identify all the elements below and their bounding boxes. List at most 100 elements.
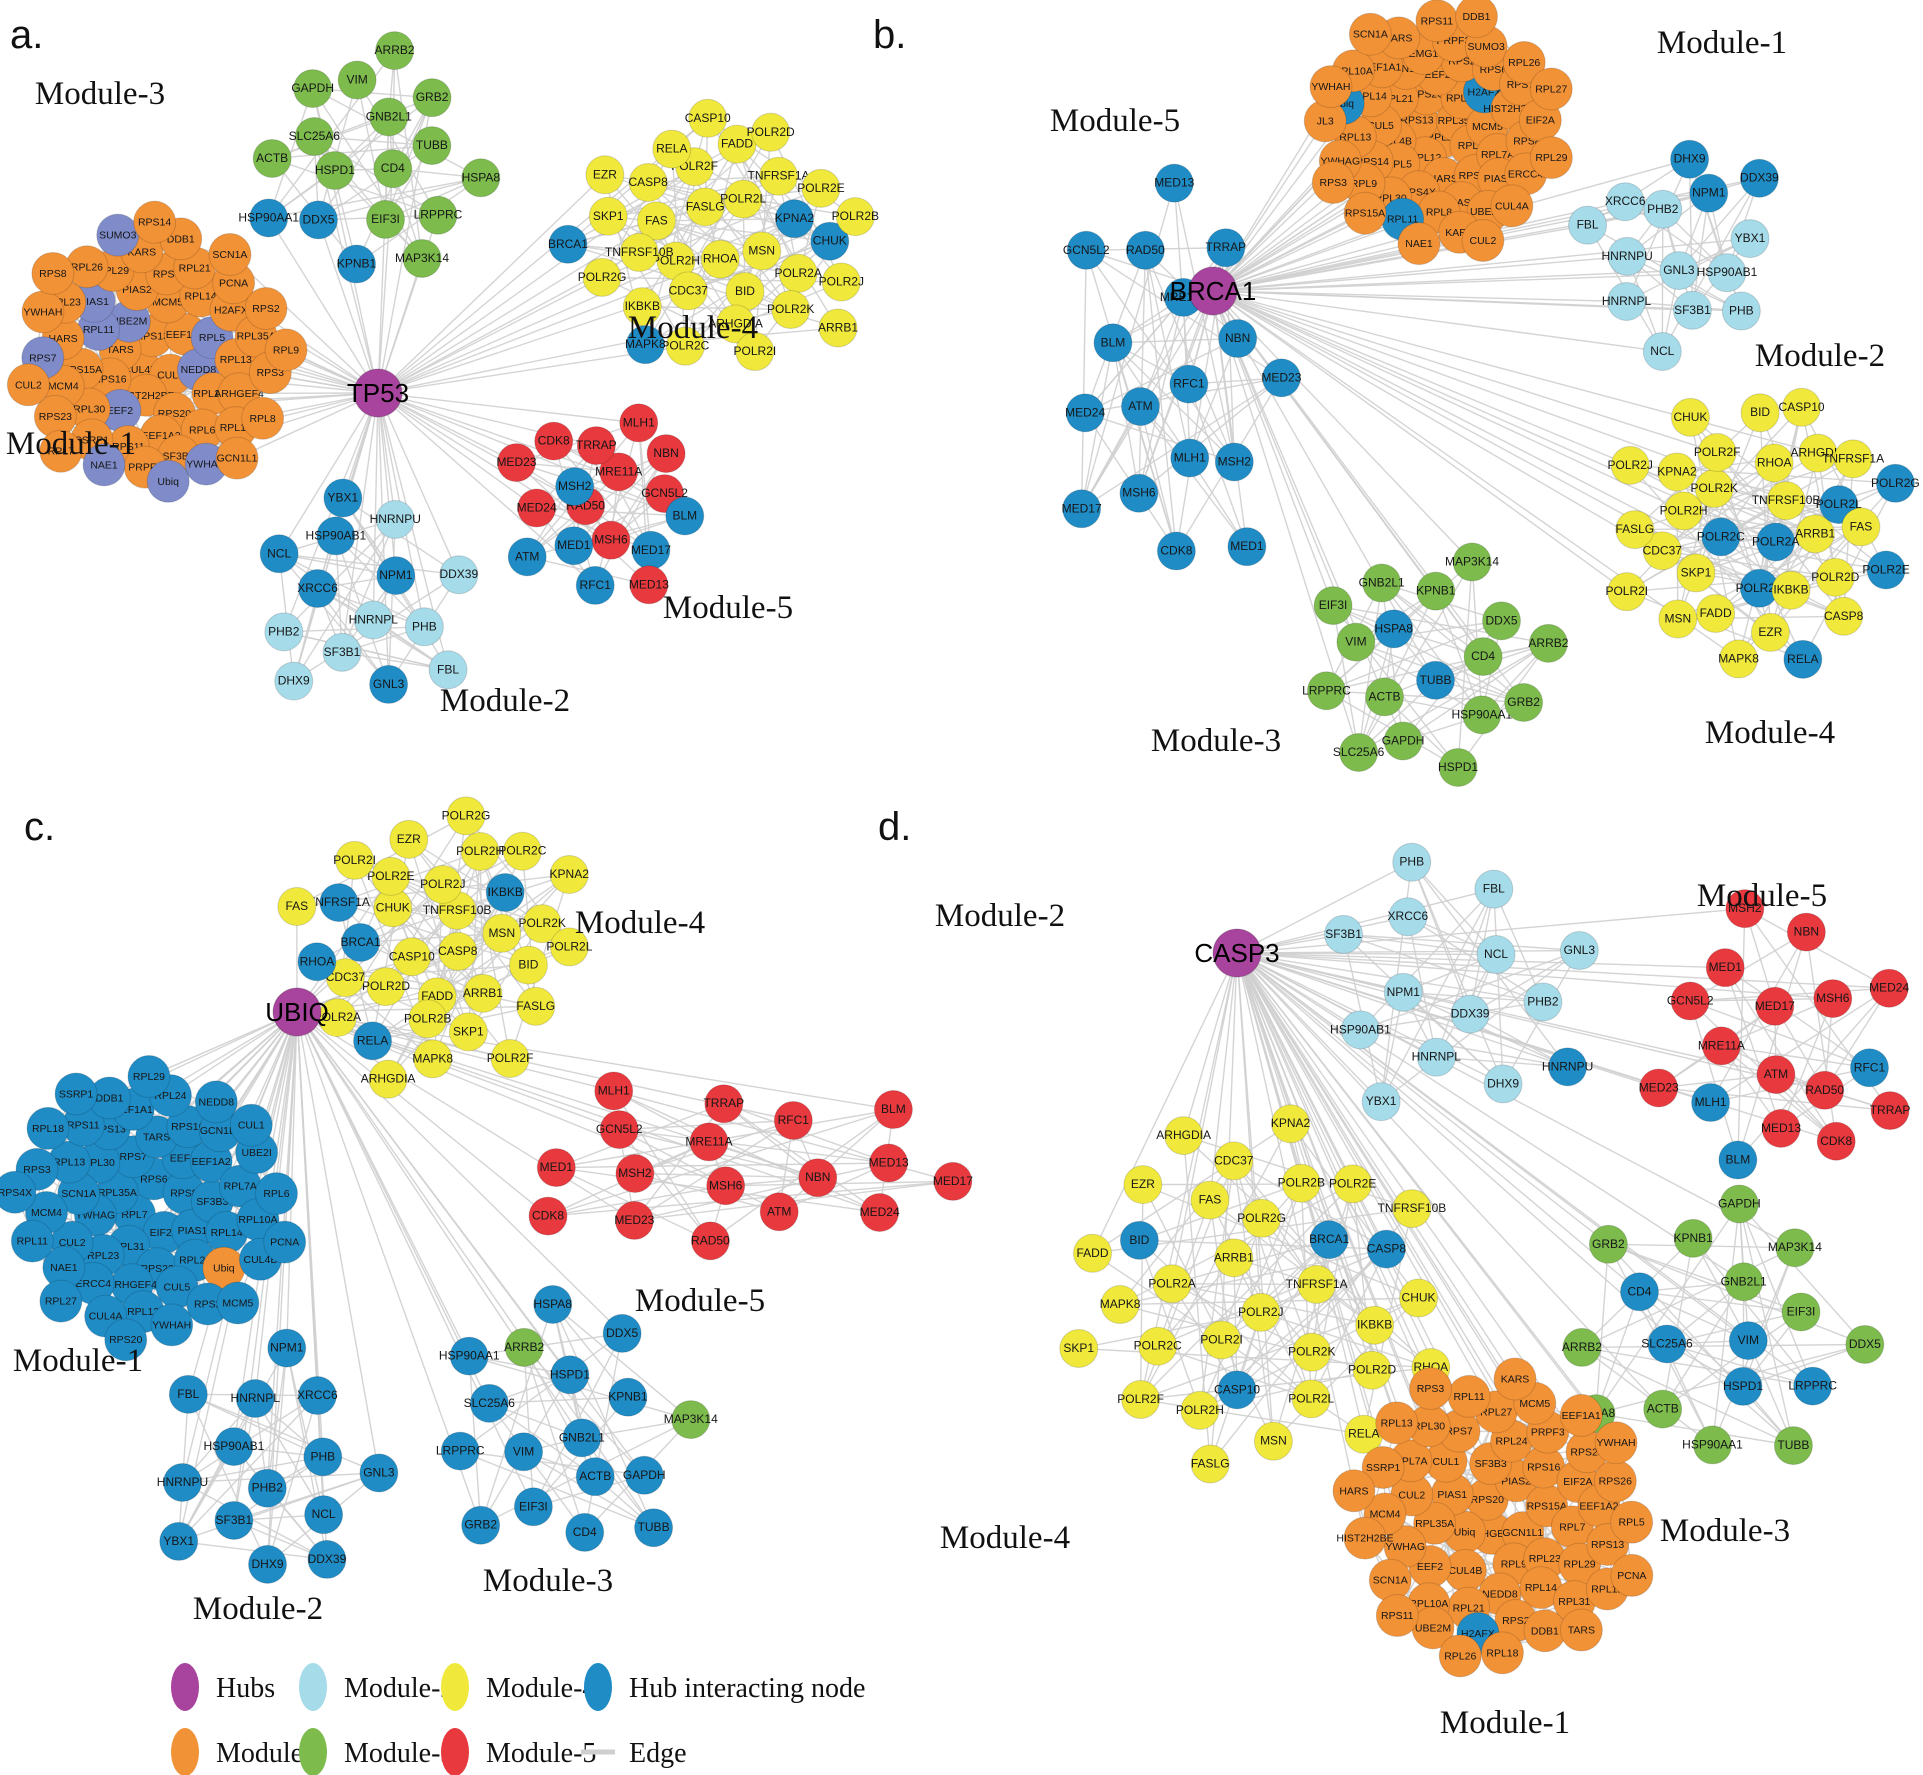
gene-node-label: CHUK bbox=[1673, 410, 1707, 424]
gene-node-label: POLR2E bbox=[1862, 563, 1909, 577]
gene-node-label: LRPPRC bbox=[436, 1444, 485, 1458]
edge bbox=[1326, 620, 1502, 692]
gene-node-label: DDX39 bbox=[1451, 1007, 1490, 1021]
gene-node-label: RPL21 bbox=[1453, 1603, 1485, 1615]
gene-node-label: FBL bbox=[437, 662, 459, 676]
gene-node-label: POLR2C bbox=[1134, 1339, 1182, 1353]
gene-node bbox=[1180, 1390, 1220, 1430]
gene-node-label: BLM bbox=[881, 1102, 906, 1116]
edge bbox=[283, 519, 396, 633]
hub-edge bbox=[377, 392, 460, 575]
hub-edge bbox=[229, 253, 379, 394]
gene-node bbox=[1724, 1262, 1764, 1302]
gene-node bbox=[1773, 1426, 1813, 1466]
gene-node bbox=[1156, 531, 1196, 571]
gene-node-label: ARHGDIA bbox=[1156, 1128, 1211, 1142]
gene-node-label: BLM bbox=[672, 509, 697, 523]
gene-node bbox=[1657, 452, 1697, 492]
gene-node-label: HNRNPL bbox=[1602, 294, 1652, 308]
gene-node-label: RPS15A bbox=[1345, 208, 1385, 220]
gene-node-label: POLR2H bbox=[456, 844, 504, 858]
gene-node-label: POLR2L bbox=[720, 192, 766, 206]
edge bbox=[1085, 249, 1235, 463]
gene-node bbox=[536, 1148, 576, 1188]
gene-node bbox=[554, 526, 594, 566]
gene-node-label: RAD50 bbox=[1126, 243, 1165, 257]
hub-edge bbox=[1236, 952, 1516, 1380]
module-label: Module-1 bbox=[1657, 25, 1787, 61]
gene-node-label: GNB2L1 bbox=[1721, 1274, 1767, 1288]
gene-node-label: POLR2F bbox=[1117, 1392, 1164, 1406]
legend-swatch bbox=[299, 1663, 327, 1711]
gene-node-label: RPL30 bbox=[1413, 1420, 1445, 1432]
gene-node-label: RPL24 bbox=[154, 1090, 186, 1102]
edge bbox=[556, 1162, 889, 1169]
gene-node-label: MRE11A bbox=[595, 464, 642, 478]
edge bbox=[552, 1303, 692, 1421]
gene-node-label: DDB1 bbox=[1462, 11, 1490, 23]
gene-node-label: UBE2M bbox=[1415, 1622, 1451, 1634]
gene-node bbox=[1474, 869, 1514, 909]
gene-node bbox=[1672, 290, 1712, 330]
gene-node bbox=[1336, 622, 1376, 662]
gene-node bbox=[704, 1084, 744, 1124]
gene-node bbox=[408, 999, 448, 1039]
gene-node bbox=[1483, 1064, 1523, 1104]
gene-node-label: CASP8 bbox=[628, 175, 668, 189]
edge bbox=[1678, 177, 1760, 272]
module-label: Module-4 bbox=[940, 1520, 1070, 1556]
gene-node-label: MAP3K14 bbox=[1768, 1240, 1822, 1254]
gene-node-label: RPL8 bbox=[1426, 207, 1452, 219]
gene-node-label: RPL14 bbox=[185, 291, 217, 303]
edge bbox=[318, 145, 433, 221]
gene-node bbox=[229, 1103, 273, 1147]
edge bbox=[634, 1162, 889, 1222]
gene-node bbox=[1480, 1631, 1524, 1675]
gene-node-label: PHB2 bbox=[252, 1481, 284, 1495]
gene-node bbox=[263, 1220, 307, 1264]
edge bbox=[408, 838, 543, 925]
gene-node bbox=[665, 326, 705, 366]
gene-node bbox=[1271, 1104, 1311, 1144]
gene-node-label: TUBB bbox=[1777, 1438, 1809, 1452]
gene-node bbox=[652, 129, 692, 169]
gene-node-label: MED13 bbox=[1154, 176, 1194, 190]
hub-edge bbox=[296, 1011, 645, 1476]
hub-edge bbox=[1212, 290, 1862, 528]
gene-node-label: UBE2M bbox=[111, 316, 147, 328]
hub-edge bbox=[377, 258, 721, 394]
gene-node bbox=[1261, 358, 1301, 398]
hub-edge bbox=[1236, 952, 1814, 1387]
gene-node bbox=[252, 138, 292, 178]
gene-node-label: TUBB bbox=[1420, 673, 1452, 687]
gene-node bbox=[629, 565, 669, 605]
gene-node-label: Ubiq bbox=[1454, 1527, 1476, 1539]
gene-node bbox=[504, 1327, 544, 1367]
gene-node-label: BRCA1 bbox=[1309, 1232, 1349, 1246]
gene-node bbox=[259, 534, 299, 574]
edge bbox=[178, 1395, 318, 1542]
gene-node bbox=[608, 1377, 648, 1417]
gene-node-label: RPS6 bbox=[140, 1173, 168, 1185]
hub-edge bbox=[268, 217, 379, 394]
gene-node-label: RPL35A bbox=[1415, 1518, 1454, 1530]
gene-node bbox=[304, 1495, 344, 1535]
edge bbox=[1236, 1182, 1302, 1391]
gene-node-label: GRB2 bbox=[1592, 1237, 1625, 1251]
gene-node-label: NCL bbox=[1484, 947, 1508, 961]
edge bbox=[356, 177, 482, 265]
gene-node bbox=[1339, 732, 1379, 772]
gene-node-label: IKBKB bbox=[1773, 583, 1808, 597]
gene-node-label: YBX1 bbox=[1366, 1094, 1397, 1108]
gene-node-label: RPL30 bbox=[73, 403, 105, 415]
hub-edge bbox=[1236, 952, 1544, 1003]
gene-node bbox=[671, 1400, 711, 1440]
gene-node-label: NBN bbox=[805, 1170, 830, 1184]
gene-node-label: RPL7A bbox=[224, 1181, 257, 1193]
edge bbox=[1493, 889, 1504, 1084]
gene-node-label: EEF2 bbox=[107, 405, 133, 417]
gene-node-label: ARRB1 bbox=[1795, 526, 1835, 540]
gene-node-label: RPL13 bbox=[1339, 131, 1371, 143]
edge bbox=[1724, 967, 1870, 1069]
